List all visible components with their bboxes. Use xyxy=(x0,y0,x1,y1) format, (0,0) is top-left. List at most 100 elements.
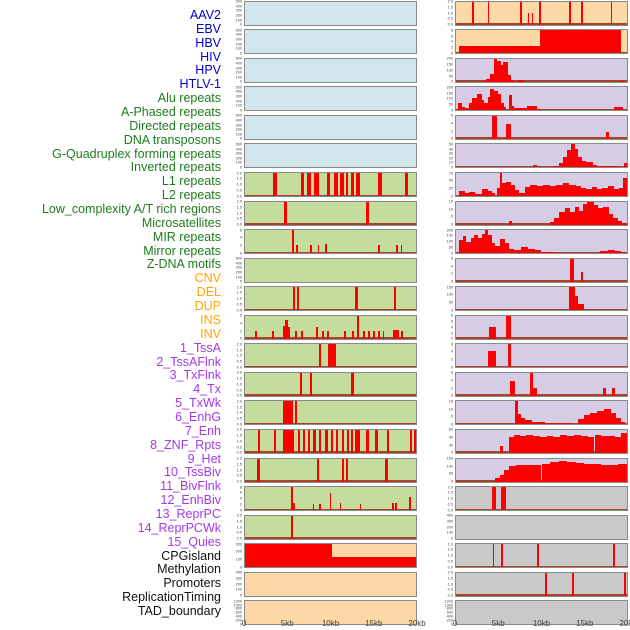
signal-baseline xyxy=(456,137,627,139)
signal-bar xyxy=(481,80,486,82)
signal-bar xyxy=(527,248,535,254)
y-tick-label: 0 xyxy=(239,51,242,56)
signal-bar xyxy=(501,487,507,511)
y-tick-label: 400 xyxy=(235,614,242,619)
signal-baseline xyxy=(456,594,627,596)
track-panel xyxy=(244,371,417,397)
y-tick-label: 0.0 xyxy=(236,479,242,484)
y-tick-label: 100 xyxy=(446,292,453,297)
y-tick-label: 100 xyxy=(235,588,242,592)
y-tick-label: 20 xyxy=(448,443,453,448)
signal-bar xyxy=(514,401,518,425)
track-label: 8_ZNF_Rpts xyxy=(150,437,221,452)
track-label: 6_EnhG xyxy=(175,409,221,424)
signal-bar xyxy=(325,243,328,254)
signal-bar xyxy=(493,58,498,82)
y-tick-label: 400 xyxy=(235,32,242,37)
signal-bar xyxy=(574,296,578,311)
y-tick-label: 6 xyxy=(239,228,242,233)
signal-bar xyxy=(499,446,503,453)
track-label: Microsatellites xyxy=(141,215,221,230)
y-tick-label: 60 xyxy=(448,428,453,432)
y-tick-label: 2 xyxy=(450,357,453,362)
y-tick-label: 100 xyxy=(235,275,242,279)
signal-bar xyxy=(495,246,500,254)
signal-bar xyxy=(484,103,488,111)
signal-bar xyxy=(341,429,344,453)
signal-bar xyxy=(341,458,344,482)
signal-bar xyxy=(541,251,555,254)
y-tick-label: 15 xyxy=(448,399,453,404)
track-panel xyxy=(244,543,417,569)
y-tick-label: 150 xyxy=(446,91,453,96)
signal-bar xyxy=(579,210,583,225)
y-tick-label: 40 xyxy=(448,435,453,440)
signal-bar xyxy=(401,331,404,339)
signal-bar xyxy=(481,100,485,111)
signal-bar xyxy=(487,191,492,196)
signal-bar xyxy=(582,203,587,225)
track-label: Inverted repeats xyxy=(130,160,221,175)
signal-bar xyxy=(357,315,359,339)
signal-baseline xyxy=(456,365,627,368)
y-tick-label: 0 xyxy=(239,22,242,27)
y-tick-label: 15 xyxy=(448,199,453,204)
signal-bar xyxy=(558,162,563,168)
signal-bar xyxy=(569,211,575,225)
signal-bar xyxy=(603,409,611,425)
y-tick-label: 400 xyxy=(235,4,242,9)
signal-bar xyxy=(392,329,400,339)
signal-bar xyxy=(614,189,620,196)
y-tick-label: 0.5 xyxy=(236,473,242,478)
y-tick-label: 2 xyxy=(239,502,242,507)
signal-bar xyxy=(599,250,609,254)
signal-bar xyxy=(614,106,623,111)
signal-bar xyxy=(525,186,531,196)
y-tick-label: 0 xyxy=(450,536,453,541)
track-panel xyxy=(244,600,417,626)
signal-bar xyxy=(378,173,382,196)
signal-bar xyxy=(514,108,527,111)
y-tick-label: 1.5 xyxy=(447,490,453,495)
signal-bar xyxy=(532,464,542,482)
signal-bar xyxy=(532,13,534,25)
track-panel xyxy=(455,0,628,26)
y-tick-label: 200 xyxy=(235,13,242,18)
track-label: 11_BivFlnk xyxy=(160,479,221,494)
y-tick-label: 500 xyxy=(235,85,242,90)
signal-bar xyxy=(574,207,580,225)
track-panel xyxy=(244,343,417,369)
track-label: 13_ReprPC xyxy=(155,506,221,521)
y-tick-label: 4 xyxy=(239,235,242,240)
signal-bar xyxy=(525,419,533,425)
signal-bar xyxy=(592,464,602,482)
signal-bar xyxy=(493,327,497,339)
signal-bar xyxy=(624,162,627,168)
y-tick-label: 1.0 xyxy=(236,182,242,187)
y-tick-label: 1.5 xyxy=(236,405,242,410)
signal-bar xyxy=(395,503,397,511)
signal-bar xyxy=(550,461,559,482)
signal-bar xyxy=(487,96,491,111)
signal-bar xyxy=(472,97,477,111)
signal-bar xyxy=(509,95,512,111)
signal-bar xyxy=(532,388,538,396)
signal-bar xyxy=(539,30,621,54)
signal-bar xyxy=(386,429,390,453)
signal-bar xyxy=(621,222,627,225)
signal-bar xyxy=(619,187,623,196)
signal-bar xyxy=(514,190,520,196)
y-tick-label: 0.0 xyxy=(236,536,242,541)
signal-bar xyxy=(505,315,511,339)
y-tick-label: 0 xyxy=(450,365,453,370)
y-tick-label: 0 xyxy=(239,165,242,170)
track-panel xyxy=(455,486,628,512)
signal-bar xyxy=(478,238,482,254)
signal-bar xyxy=(615,417,621,425)
y-tick-label: 0.0 xyxy=(447,565,453,570)
signal-baseline xyxy=(245,394,416,396)
track-panel xyxy=(244,314,417,340)
y-tick-label: 0 xyxy=(450,622,453,627)
y-tick-label: 1.5 xyxy=(236,519,242,524)
